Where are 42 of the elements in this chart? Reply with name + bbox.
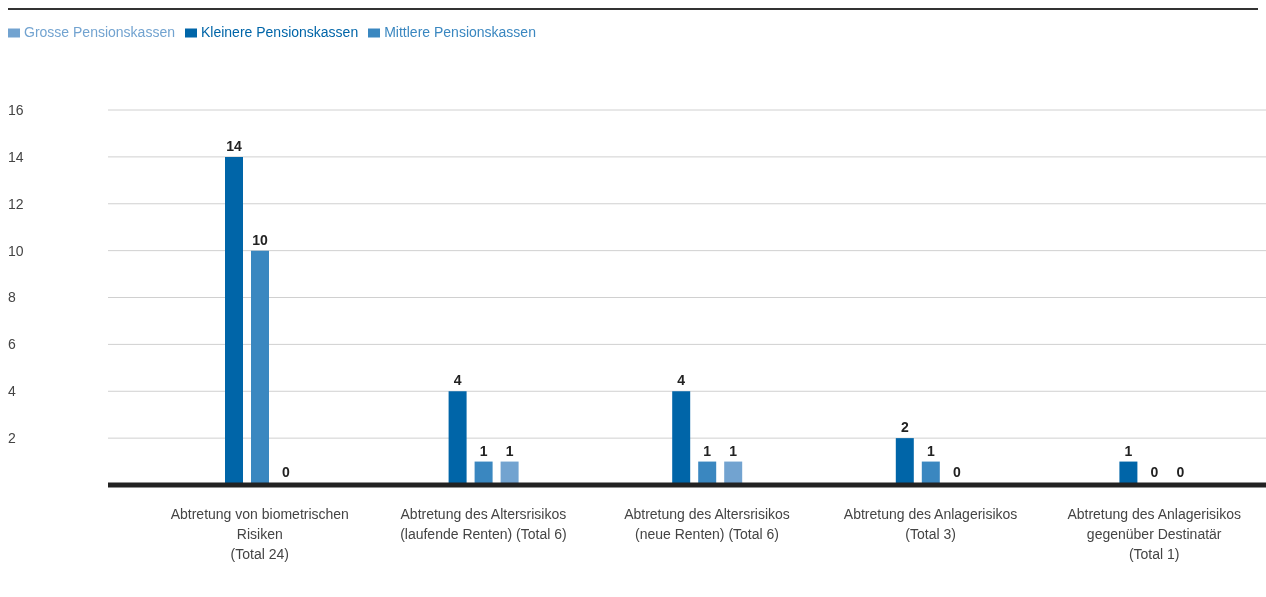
- bar: [698, 461, 717, 485]
- legend-label: Kleinere Pensionskassen: [200, 24, 359, 40]
- y-tick-label: 14: [8, 148, 24, 165]
- data-label: 10: [252, 231, 268, 248]
- y-tick-label: 8: [8, 289, 16, 306]
- data-label: 1: [479, 442, 488, 459]
- y-tick-label: 10: [8, 242, 24, 259]
- data-label: 1: [926, 442, 935, 459]
- legend-label: Mittlere Pensionskassen: [384, 24, 536, 40]
- bar: [895, 438, 914, 485]
- x-tick-label: Abtretung des Altersrisikos (neue Renten) (Total 6): [624, 506, 790, 542]
- bar: [448, 391, 467, 485]
- bar: [921, 461, 940, 485]
- data-label: 0: [1150, 464, 1159, 480]
- bar: [724, 461, 743, 485]
- legend-label: Grosse Pensionskassen: [24, 24, 175, 40]
- data-label: 1: [703, 442, 712, 459]
- data-label: 0: [952, 464, 961, 480]
- x-tick-label: Abtretung des Anlagerisikos (Total 3): [843, 506, 1018, 542]
- data-label: 1: [1124, 442, 1133, 459]
- y-tick-label: 4: [8, 383, 16, 400]
- bar: [225, 156, 243, 485]
- x-tick-label: Abtretung von biometrischen Risiken (Total 24): [170, 506, 349, 562]
- bar: [251, 250, 269, 485]
- bar: [474, 461, 493, 485]
- bar: [1119, 461, 1138, 485]
- x-tick-label: Abtretung des Altersrisikos (laufende Renten) (Total 6): [400, 506, 567, 542]
- data-label: 4: [677, 372, 686, 389]
- y-tick-label: 2: [8, 430, 16, 447]
- data-label: 14: [226, 137, 242, 154]
- x-tick-label: Abtretung des Anlagerisikos gegenüber Destinatär (Total 1): [1067, 506, 1241, 562]
- bar: [672, 391, 691, 485]
- data-label: 2: [900, 419, 909, 436]
- data-label: 1: [505, 442, 514, 459]
- data-label: 4: [453, 372, 462, 389]
- data-label: 0: [282, 464, 291, 480]
- y-tick-label: 12: [8, 195, 24, 212]
- y-tick-label: 16: [8, 101, 24, 118]
- data-label: 1: [729, 442, 738, 459]
- bar: [500, 461, 519, 485]
- y-tick-label: 6: [8, 336, 16, 353]
- data-label: 0: [1176, 464, 1185, 480]
